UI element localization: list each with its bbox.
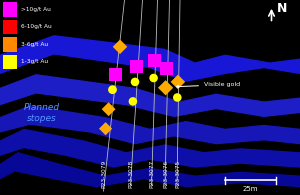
Bar (3, 37, 17, 52)
Point (151, 76, 156, 80)
Text: 6-10g/t Au: 6-10g/t Au (21, 24, 52, 29)
Text: N: N (277, 2, 287, 15)
Text: Visible gold: Visible gold (176, 82, 240, 88)
Polygon shape (0, 35, 300, 82)
Polygon shape (0, 129, 300, 168)
Bar (3, 2, 17, 17)
Point (130, 100, 135, 103)
Text: 3-6g/t Au: 3-6g/t Au (21, 42, 48, 47)
Text: P23-3077: P23-3077 (150, 160, 154, 188)
Point (164, 67, 169, 70)
Point (176, 80, 180, 83)
Text: P23-3076: P23-3076 (163, 160, 168, 188)
Point (110, 88, 115, 91)
Point (133, 80, 137, 83)
Polygon shape (0, 74, 300, 117)
Bar (3, 55, 17, 69)
Text: >10g/t Au: >10g/t Au (21, 7, 51, 12)
Text: 1-3g/t Au: 1-3g/t Au (21, 59, 48, 64)
Text: P23-3075: P23-3075 (175, 160, 180, 188)
Point (163, 86, 168, 89)
Point (113, 73, 118, 76)
Polygon shape (0, 105, 300, 144)
Text: P23-3078: P23-3078 (129, 160, 134, 188)
Point (175, 96, 180, 99)
Point (106, 108, 111, 111)
Point (134, 65, 139, 68)
Text: 25m: 25m (243, 186, 258, 192)
Point (103, 127, 108, 130)
Bar (3, 20, 17, 34)
Text: Planned
stopes: Planned stopes (24, 103, 60, 123)
Text: P23-3079: P23-3079 (102, 160, 106, 188)
Point (152, 59, 157, 62)
Point (118, 45, 122, 48)
Polygon shape (0, 152, 300, 187)
